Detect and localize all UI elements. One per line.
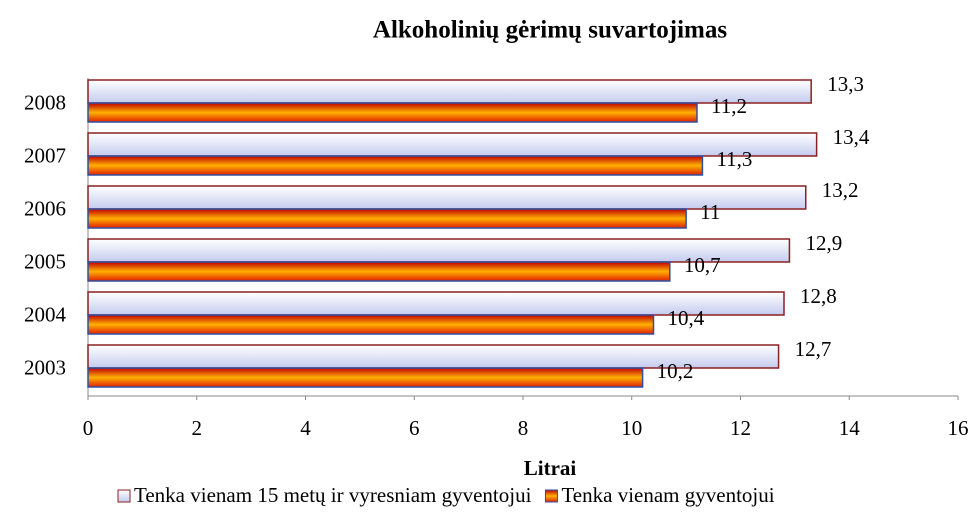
bar: [87, 155, 704, 176]
value-label: 13,3: [827, 72, 864, 96]
value-label: 10,7: [684, 253, 721, 277]
chart-title: Alkoholinių gėrimų suvartojimas: [373, 17, 727, 44]
bar: [87, 185, 807, 210]
bar: [87, 132, 818, 157]
value-label: 12,7: [795, 337, 832, 361]
legend-label: Tenka vienam gyventojui: [561, 483, 774, 507]
y-tick-label: 2004: [24, 302, 67, 326]
bar: [87, 367, 644, 388]
y-tick-label: 2005: [24, 249, 66, 273]
bar: [87, 261, 671, 282]
value-label: 11,2: [711, 94, 747, 118]
y-tick-label: 2007: [24, 143, 66, 167]
bar: [87, 314, 655, 335]
legend-swatch: [544, 489, 558, 503]
legend-swatch: [117, 489, 131, 503]
x-tick-label: 10: [621, 416, 642, 440]
x-tick-label: 2: [192, 416, 203, 440]
x-tick-label: 8: [518, 416, 529, 440]
value-label: 13,2: [822, 178, 859, 202]
value-label: 10,2: [657, 359, 694, 383]
x-axis-label: Litrai: [524, 456, 577, 480]
value-label: 10,4: [668, 306, 705, 330]
bar: [87, 102, 698, 123]
value-label: 11: [700, 200, 720, 224]
value-label: 12,8: [800, 284, 837, 308]
y-tick-label: 2006: [24, 196, 66, 220]
value-label: 13,4: [833, 125, 870, 149]
x-tick-label: 4: [300, 416, 311, 440]
legend-label: Tenka vienam 15 metų ir vyresniam gyvent…: [134, 483, 532, 507]
bar: [87, 79, 812, 104]
value-label: 12,9: [805, 231, 842, 255]
x-tick-label: 12: [730, 416, 751, 440]
x-tick-label: 14: [839, 416, 861, 440]
y-tick-label: 2008: [24, 90, 66, 114]
value-label: 11,3: [716, 147, 752, 171]
x-tick-label: 6: [409, 416, 420, 440]
x-tick-label: 16: [948, 416, 969, 440]
bar: [87, 208, 687, 229]
x-tick-label: 0: [83, 416, 94, 440]
y-tick-label: 2003: [24, 355, 66, 379]
